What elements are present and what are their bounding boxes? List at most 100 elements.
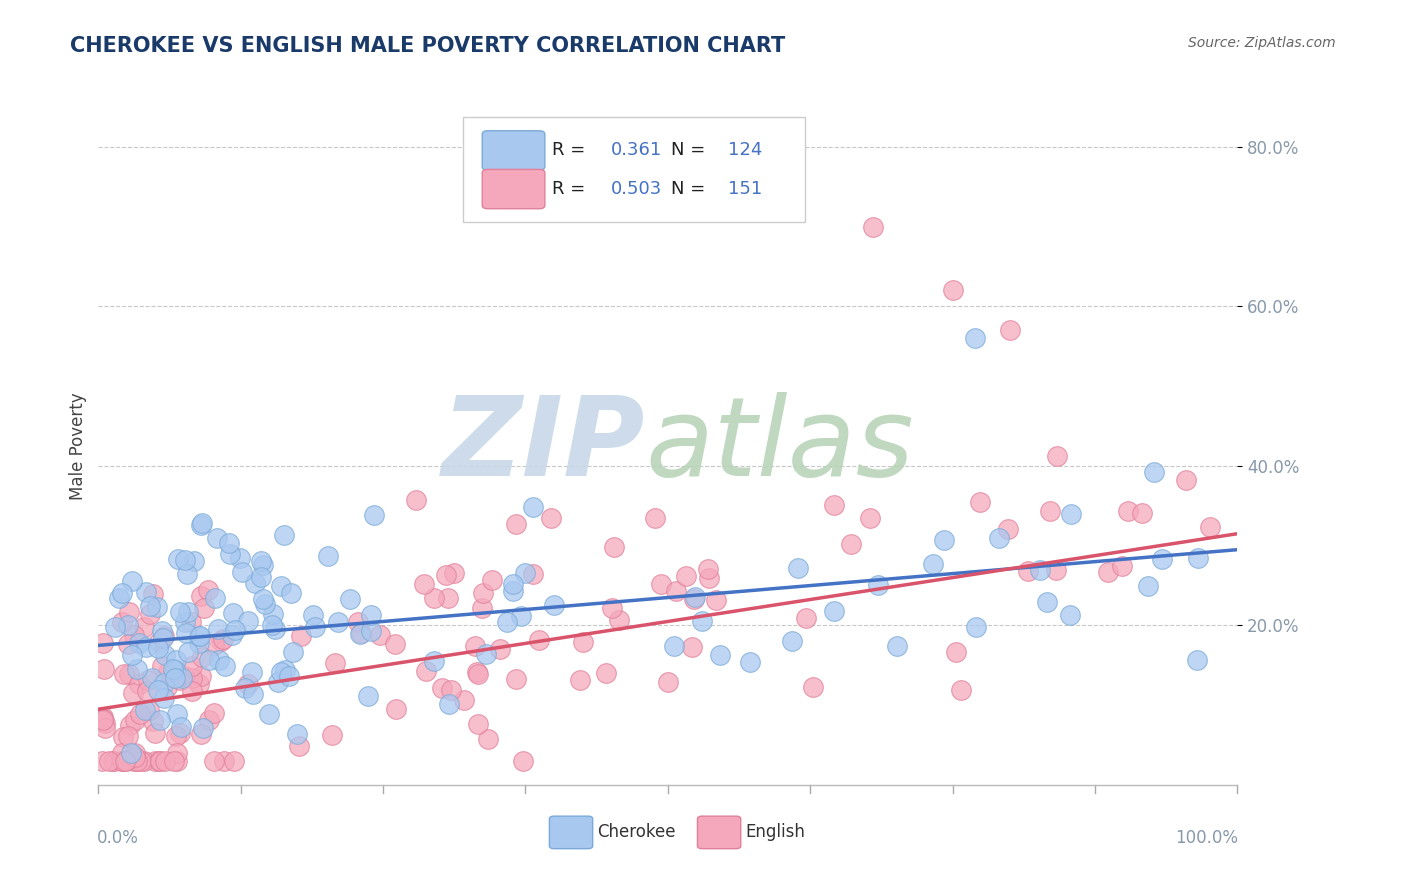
- Point: [143, 726, 166, 740]
- Point: [129, 754, 152, 768]
- Point: [117, 637, 139, 651]
- Point: [823, 498, 845, 512]
- Point: [321, 728, 343, 742]
- Point: [117, 618, 139, 632]
- Point: [657, 674, 679, 689]
- Point: [173, 669, 195, 683]
- Point: [603, 540, 626, 554]
- Point: [786, 560, 808, 574]
- Point: [505, 516, 527, 531]
- Point: [250, 554, 273, 568]
- Point: [141, 671, 163, 685]
- Point: [121, 746, 143, 760]
- Point: [128, 677, 150, 691]
- Point: [502, 583, 524, 598]
- Point: [162, 662, 184, 676]
- Point: [152, 629, 174, 643]
- Point: [316, 549, 339, 563]
- Point: [125, 662, 148, 676]
- Point: [1045, 563, 1067, 577]
- Point: [135, 640, 157, 655]
- Text: 151: 151: [728, 180, 762, 198]
- FancyBboxPatch shape: [482, 131, 546, 170]
- Point: [148, 635, 170, 649]
- Point: [142, 714, 165, 729]
- Point: [683, 590, 706, 604]
- Point: [709, 648, 731, 663]
- Point: [323, 656, 346, 670]
- Point: [202, 638, 225, 652]
- Point: [166, 706, 188, 721]
- Point: [505, 673, 527, 687]
- Point: [165, 730, 187, 744]
- Text: English: English: [745, 823, 806, 841]
- Point: [868, 578, 890, 592]
- Point: [181, 672, 204, 686]
- Point: [212, 632, 235, 646]
- Point: [163, 663, 186, 677]
- Point: [180, 615, 202, 630]
- Point: [108, 591, 131, 606]
- Point: [169, 605, 191, 619]
- Point: [155, 754, 177, 768]
- Point: [163, 754, 186, 768]
- Point: [198, 713, 221, 727]
- Point: [169, 726, 191, 740]
- Point: [252, 558, 274, 573]
- Point: [273, 663, 295, 677]
- Point: [117, 729, 139, 743]
- Point: [148, 683, 170, 698]
- Point: [228, 551, 250, 566]
- Point: [697, 571, 720, 585]
- Point: [124, 751, 146, 765]
- Point: [111, 746, 134, 760]
- Point: [270, 579, 292, 593]
- Point: [127, 754, 149, 768]
- Point: [236, 676, 259, 690]
- Point: [134, 754, 156, 768]
- Point: [191, 649, 214, 664]
- Point: [595, 666, 617, 681]
- Point: [942, 284, 965, 298]
- Point: [280, 586, 302, 600]
- Point: [188, 629, 211, 643]
- Point: [1046, 449, 1069, 463]
- Point: [1111, 558, 1133, 573]
- Point: [93, 713, 115, 727]
- Point: [104, 620, 127, 634]
- Point: [245, 576, 267, 591]
- Point: [360, 624, 382, 638]
- Point: [794, 611, 817, 625]
- Point: [1187, 653, 1209, 667]
- Point: [118, 605, 141, 619]
- Point: [675, 569, 697, 583]
- Point: [176, 605, 198, 619]
- Point: [114, 754, 136, 768]
- Point: [384, 637, 406, 651]
- FancyBboxPatch shape: [463, 117, 804, 222]
- Point: [682, 640, 704, 654]
- Text: 0.503: 0.503: [612, 180, 662, 198]
- Point: [136, 673, 159, 687]
- Point: [839, 537, 862, 551]
- Point: [111, 754, 134, 768]
- Point: [467, 716, 489, 731]
- Point: [415, 664, 437, 678]
- Point: [252, 592, 274, 607]
- Point: [357, 689, 380, 703]
- Point: [997, 522, 1019, 536]
- Point: [571, 635, 593, 649]
- Point: [180, 659, 202, 673]
- Point: [432, 681, 454, 695]
- Text: 0.361: 0.361: [612, 142, 662, 160]
- Point: [181, 683, 204, 698]
- Point: [696, 562, 718, 576]
- Point: [423, 591, 446, 605]
- Text: 0.0%: 0.0%: [97, 829, 139, 847]
- Point: [176, 566, 198, 581]
- Point: [98, 754, 121, 768]
- Point: [190, 727, 212, 741]
- Text: CHEROKEE VS ENGLISH MALE POVERTY CORRELATION CHART: CHEROKEE VS ENGLISH MALE POVERTY CORRELA…: [70, 36, 786, 55]
- Point: [152, 631, 174, 645]
- Point: [155, 648, 177, 662]
